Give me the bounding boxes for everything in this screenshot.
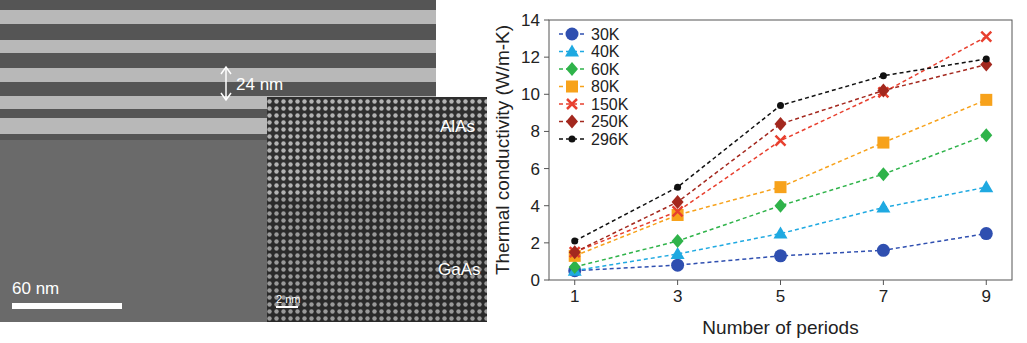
point [775,117,787,131]
layer-label: AlAs [440,117,475,136]
x-tick-label: 7 [879,287,888,306]
point [876,201,890,213]
plot-frame [549,20,1012,280]
point [777,102,784,109]
point [671,247,685,259]
point [569,260,581,274]
legend-label: 40K [591,43,620,60]
legend-label: 296K [591,131,629,148]
inset-scale-label: 2 nm [276,293,300,305]
tem-band [0,68,436,82]
tem-inset [267,97,487,322]
series-line [575,135,987,267]
y-tick [544,168,549,169]
series-line [575,187,987,271]
point [880,72,887,79]
x-tick [574,280,575,285]
point [775,199,787,213]
y-tick-label: 6 [531,160,540,179]
x-tick-label: 1 [570,287,579,306]
x-tick [986,280,987,285]
series-group [568,32,994,278]
legend-marker [566,62,578,76]
legend-marker [567,99,577,109]
y-tick [544,280,549,281]
point [979,180,993,192]
point [672,234,684,248]
point [571,238,578,245]
x-tick [883,280,884,285]
legend-label: 250K [591,113,629,130]
point [775,181,787,193]
y-tick-label: 14 [521,11,540,30]
series-line [575,59,987,241]
legend-marker [569,136,576,143]
scale-bar-label: 60 nm [12,279,59,298]
point [672,195,684,209]
point [774,249,787,262]
y-tick [544,57,549,58]
inset-scale-bar [276,306,298,308]
series-line [575,100,987,256]
y-tick-label: 2 [531,234,540,253]
y-tick [544,94,549,95]
legend-label: 60K [591,61,620,78]
point [671,259,684,272]
x-tick-label: 5 [776,287,785,306]
y-tick [544,205,549,206]
series-line [575,37,987,252]
series-line [575,65,987,253]
legend-marker [566,28,579,41]
period-arrow [225,68,227,99]
legend-marker [565,45,579,57]
point [983,56,990,63]
point [877,137,889,149]
legend: 30K40K60K80K150K250K296K [559,26,629,148]
tem-band [0,10,436,24]
legend-marker [566,81,578,93]
point [877,167,889,181]
layer-label: GaAs [438,260,481,279]
point [674,184,681,191]
point [980,227,993,240]
y-tick-label: 0 [531,271,540,290]
chart: 0 2 4 6 8 10 12 14 1 3 5 7 9 Number of periods Thermal… [492,11,1012,338]
y-tick-label: 4 [531,197,540,216]
y-tick-label: 8 [531,122,540,141]
point [776,136,786,146]
x-tick-label: 3 [673,287,682,306]
tem-inset-layer [267,97,487,197]
x-axis-title: Number of periods [702,317,858,338]
y-tick [544,242,549,243]
point [981,32,991,42]
point [980,128,992,142]
point [569,245,581,259]
period-label: 24 nm [236,75,283,94]
point [980,94,992,106]
arrowheads [221,67,231,100]
y-tick-label: 12 [521,48,540,67]
legend-label: 80K [591,78,620,95]
y-tick-label: 10 [521,85,540,104]
x-tick [677,280,678,285]
y-tick [544,131,549,132]
scale-bar [12,303,122,309]
legend-marker [566,115,578,129]
point [877,244,890,257]
y-tick [544,20,549,21]
x-tick-label: 9 [982,287,991,306]
legend-label: 30K [591,26,620,43]
x-tick [780,280,781,285]
tem-band [0,40,436,53]
micrograph: 24 nm 60 nm 2 nm AlAs GaAs [0,0,487,322]
figure: 24 nm 60 nm 2 nm AlAs GaAs 0 2 4 6 8 10 12 14 1 3 5 7 9 Nu… [0,0,1027,343]
point [774,227,788,239]
legend-label: 150K [591,96,629,113]
y-axis-title: Thermal conductivity (W/m-K) [492,25,513,275]
point [877,84,889,98]
